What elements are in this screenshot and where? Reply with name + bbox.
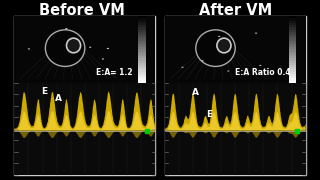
FancyBboxPatch shape	[165, 16, 306, 175]
Bar	[289, 74, 296, 76]
Bar	[289, 36, 296, 38]
Text: E: E	[206, 110, 212, 119]
Bar	[289, 21, 296, 23]
Bar	[138, 16, 146, 18]
Text: A: A	[55, 94, 62, 103]
Bar	[138, 18, 146, 21]
Bar	[138, 60, 146, 63]
Ellipse shape	[45, 30, 85, 66]
Bar	[289, 43, 296, 45]
Bar	[138, 63, 146, 65]
Bar	[289, 38, 296, 41]
Bar	[289, 18, 296, 21]
Bar	[289, 32, 296, 34]
Bar	[14, 16, 155, 83]
Bar	[289, 58, 296, 60]
Bar	[138, 27, 146, 30]
Circle shape	[255, 33, 257, 34]
Polygon shape	[14, 91, 155, 130]
Bar	[289, 50, 296, 52]
Ellipse shape	[67, 38, 81, 53]
Bar	[138, 72, 146, 74]
Bar	[138, 38, 146, 41]
Bar	[138, 43, 146, 45]
Circle shape	[218, 36, 220, 37]
Bar	[138, 47, 146, 50]
Bar	[138, 54, 146, 56]
Bar	[289, 41, 296, 43]
Bar	[289, 34, 296, 36]
Bar	[138, 23, 146, 25]
Bar	[138, 78, 146, 80]
FancyBboxPatch shape	[14, 16, 155, 175]
Bar	[138, 52, 146, 54]
Circle shape	[227, 70, 229, 72]
Polygon shape	[165, 130, 306, 138]
Bar	[138, 74, 146, 76]
Polygon shape	[14, 130, 155, 138]
Bar	[289, 60, 296, 63]
Text: E:A= 1.2: E:A= 1.2	[96, 68, 132, 77]
Bar	[289, 72, 296, 74]
Bar	[138, 41, 146, 43]
Polygon shape	[14, 111, 155, 130]
Text: E: E	[42, 87, 48, 96]
Text: Before VM: Before VM	[39, 3, 124, 18]
Bar	[138, 56, 146, 58]
Bar	[14, 83, 155, 175]
Bar	[289, 56, 296, 58]
Bar	[138, 36, 146, 38]
Bar	[138, 80, 146, 83]
Circle shape	[28, 48, 30, 50]
Bar	[138, 25, 146, 27]
Ellipse shape	[217, 38, 231, 53]
Polygon shape	[165, 112, 306, 130]
Bar	[138, 76, 146, 78]
Circle shape	[181, 67, 184, 68]
Bar	[289, 78, 296, 80]
Bar	[138, 58, 146, 60]
Bar	[289, 69, 296, 72]
Bar	[289, 47, 296, 50]
Bar	[289, 45, 296, 47]
Bar	[138, 34, 146, 36]
Circle shape	[89, 47, 91, 48]
Text: A: A	[192, 88, 199, 97]
Circle shape	[259, 65, 261, 66]
Bar	[289, 67, 296, 69]
Circle shape	[107, 48, 109, 49]
Bar	[289, 63, 296, 65]
Bar	[165, 83, 306, 175]
Circle shape	[201, 60, 204, 62]
Text: After VM: After VM	[199, 3, 272, 18]
Bar	[289, 52, 296, 54]
Bar	[165, 16, 306, 83]
Bar	[289, 27, 296, 30]
Polygon shape	[165, 93, 306, 130]
Bar	[289, 16, 296, 18]
Circle shape	[65, 28, 68, 29]
Bar	[289, 25, 296, 27]
Bar	[138, 67, 146, 69]
Bar	[138, 50, 146, 52]
Bar	[289, 65, 296, 67]
Bar	[138, 69, 146, 72]
Circle shape	[102, 58, 104, 60]
Bar	[289, 54, 296, 56]
Bar	[138, 32, 146, 34]
Bar	[138, 21, 146, 23]
Bar	[289, 76, 296, 78]
Bar	[289, 30, 296, 32]
Bar	[138, 30, 146, 32]
Text: E:A Ratio 0.4: E:A Ratio 0.4	[235, 68, 291, 77]
Ellipse shape	[196, 30, 235, 66]
Bar	[289, 23, 296, 25]
Bar	[138, 65, 146, 67]
Bar	[138, 45, 146, 47]
Bar	[289, 80, 296, 83]
